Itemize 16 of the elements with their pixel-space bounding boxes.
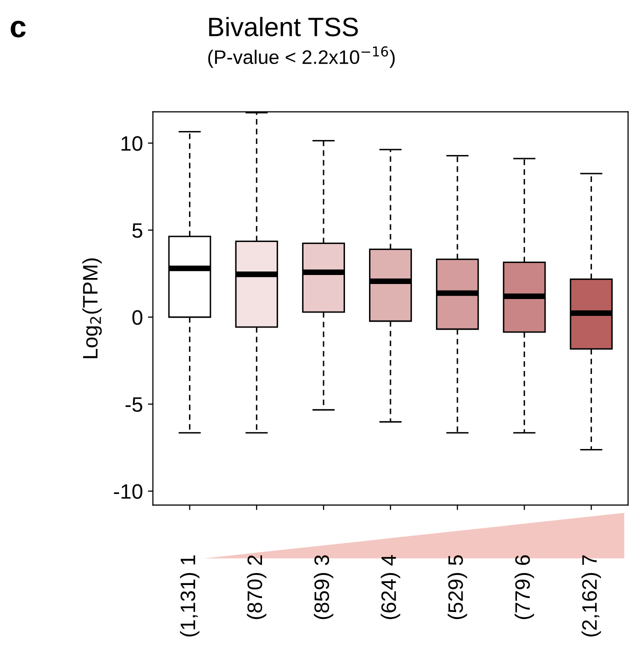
y-tick-label: 10 (122, 136, 142, 151)
chart-title: Bivalent TSS (209, 16, 358, 36)
x-tick-label: (859) 3 (314, 555, 334, 620)
y-tick-label: 0 (132, 310, 142, 325)
chart-subtitle: (P-value < 2.2x10$^{−16}$) (208, 46, 395, 68)
y-axis-title: Log$_{2}$(TPM) (82, 258, 102, 358)
x-tick-label: (1,131) 1 (180, 555, 200, 636)
y-tick-label: -5 (126, 397, 142, 412)
x-tick-label: (2,162) 7 (582, 555, 601, 636)
x-tick-label: (779) 6 (514, 555, 534, 620)
y-tick-label: 5 (132, 223, 142, 238)
y-tick-label: -10 (114, 484, 142, 499)
x-tick-label: (624) 4 (380, 554, 400, 620)
x-tick-label: (870) 2 (246, 555, 266, 620)
x-tick-label: (529) 5 (448, 555, 468, 620)
text: c (10, 20, 26, 38)
